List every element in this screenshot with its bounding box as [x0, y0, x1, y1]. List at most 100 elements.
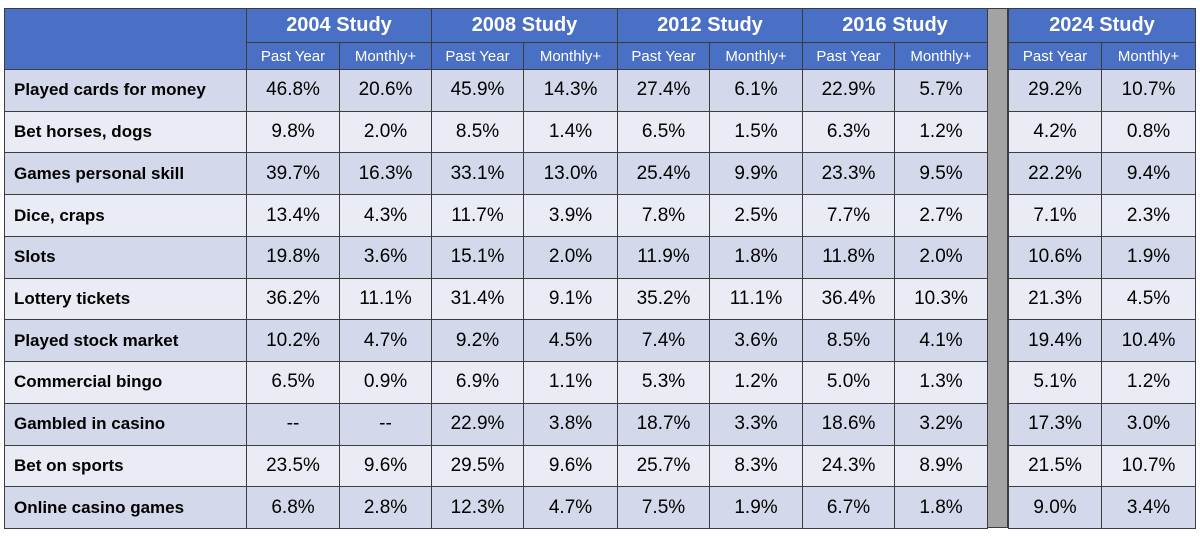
value-cell: 9.0%: [1008, 486, 1102, 529]
value-cell: 3.6%: [339, 235, 432, 279]
value-cell: 9.8%: [246, 110, 340, 154]
value-cell: 36.4%: [802, 277, 895, 321]
value-cell: 4.5%: [1101, 277, 1196, 321]
value-cell: 4.5%: [523, 319, 618, 363]
value-cell: 10.7%: [1101, 444, 1196, 488]
value-cell: 1.2%: [709, 361, 803, 404]
value-cell: 36.2%: [246, 277, 340, 321]
row-label: Online casino games: [4, 486, 247, 529]
value-cell: 9.4%: [1101, 152, 1196, 196]
value-cell: 5.1%: [1008, 361, 1102, 404]
row-label: Gambled in casino: [4, 402, 247, 446]
value-cell: 11.9%: [617, 235, 710, 279]
value-cell: 19.4%: [1008, 319, 1102, 363]
sub-header: Monthly+: [709, 42, 803, 70]
value-cell: 2.3%: [1101, 194, 1196, 237]
value-cell: 6.1%: [709, 69, 803, 112]
value-cell: 1.1%: [523, 361, 618, 404]
value-cell: 45.9%: [431, 69, 524, 112]
value-cell: 7.4%: [617, 319, 710, 363]
sub-header: Monthly+: [339, 42, 432, 70]
value-cell: 1.9%: [709, 486, 803, 529]
value-cell: 2.0%: [894, 235, 988, 279]
group-header: 2024 Study: [1008, 8, 1196, 43]
value-cell: 10.2%: [246, 319, 340, 363]
value-cell: 8.5%: [802, 319, 895, 363]
value-cell: 11.8%: [802, 235, 895, 279]
value-cell: 7.8%: [617, 194, 710, 237]
value-cell: 2.7%: [894, 194, 988, 237]
row-label: Played stock market: [4, 319, 247, 363]
value-cell: 19.8%: [246, 235, 340, 279]
value-cell: 22.9%: [802, 69, 895, 112]
row-label: Commercial bingo: [4, 361, 247, 404]
value-cell: 4.1%: [894, 319, 988, 363]
value-cell: 24.3%: [802, 444, 895, 488]
value-cell: 29.2%: [1008, 69, 1102, 112]
value-cell: 1.2%: [894, 110, 988, 154]
corner-cell: [4, 8, 247, 70]
value-cell: 17.3%: [1008, 402, 1102, 446]
sub-header: Past Year: [802, 42, 895, 70]
value-cell: 25.7%: [617, 444, 710, 488]
value-cell: 23.3%: [802, 152, 895, 196]
value-cell: 9.1%: [523, 277, 618, 321]
value-cell: 4.7%: [339, 319, 432, 363]
row-label: Bet horses, dogs: [4, 110, 247, 154]
value-cell: 1.8%: [709, 235, 803, 279]
value-cell: 6.8%: [246, 486, 340, 529]
value-cell: 1.5%: [709, 110, 803, 154]
value-cell: 6.3%: [802, 110, 895, 154]
value-cell: 2.0%: [523, 235, 618, 279]
value-cell: 27.4%: [617, 69, 710, 112]
value-cell: 7.7%: [802, 194, 895, 237]
value-cell: 10.4%: [1101, 319, 1196, 363]
value-cell: 18.7%: [617, 402, 710, 446]
sub-header: Monthly+: [523, 42, 618, 70]
row-label: Bet on sports: [4, 444, 247, 488]
value-cell: 13.0%: [523, 152, 618, 196]
value-cell: 9.5%: [894, 152, 988, 196]
row-label: Games personal skill: [4, 152, 247, 196]
value-cell: 3.3%: [709, 402, 803, 446]
sub-header: Past Year: [431, 42, 524, 70]
value-cell: 3.0%: [1101, 402, 1196, 446]
value-cell: 5.3%: [617, 361, 710, 404]
group-header: 2004 Study: [246, 8, 432, 43]
value-cell: 3.8%: [523, 402, 618, 446]
value-cell: 9.6%: [523, 444, 618, 488]
sub-header: Past Year: [617, 42, 710, 70]
value-cell: 9.9%: [709, 152, 803, 196]
value-cell: --: [339, 402, 432, 446]
value-cell: 25.4%: [617, 152, 710, 196]
value-cell: 35.2%: [617, 277, 710, 321]
value-cell: 2.5%: [709, 194, 803, 237]
separator: [987, 8, 1008, 528]
value-cell: 9.6%: [339, 444, 432, 488]
value-cell: 46.8%: [246, 69, 340, 112]
value-cell: 9.2%: [431, 319, 524, 363]
value-cell: 10.3%: [894, 277, 988, 321]
value-cell: 16.3%: [339, 152, 432, 196]
value-cell: 4.7%: [523, 486, 618, 529]
row-label: Dice, craps: [4, 194, 247, 237]
value-cell: 6.5%: [246, 361, 340, 404]
value-cell: 1.2%: [1101, 361, 1196, 404]
value-cell: 23.5%: [246, 444, 340, 488]
value-cell: 39.7%: [246, 152, 340, 196]
sub-header: Past Year: [1008, 42, 1102, 70]
value-cell: 4.3%: [339, 194, 432, 237]
value-cell: 1.4%: [523, 110, 618, 154]
value-cell: 5.7%: [894, 69, 988, 112]
value-cell: 21.5%: [1008, 444, 1102, 488]
value-cell: 11.7%: [431, 194, 524, 237]
value-cell: 3.6%: [709, 319, 803, 363]
value-cell: 29.5%: [431, 444, 524, 488]
value-cell: 3.2%: [894, 402, 988, 446]
value-cell: 7.5%: [617, 486, 710, 529]
value-cell: 0.8%: [1101, 110, 1196, 154]
value-cell: 8.5%: [431, 110, 524, 154]
value-cell: 8.3%: [709, 444, 803, 488]
value-cell: 7.1%: [1008, 194, 1102, 237]
group-header: 2008 Study: [431, 8, 618, 43]
